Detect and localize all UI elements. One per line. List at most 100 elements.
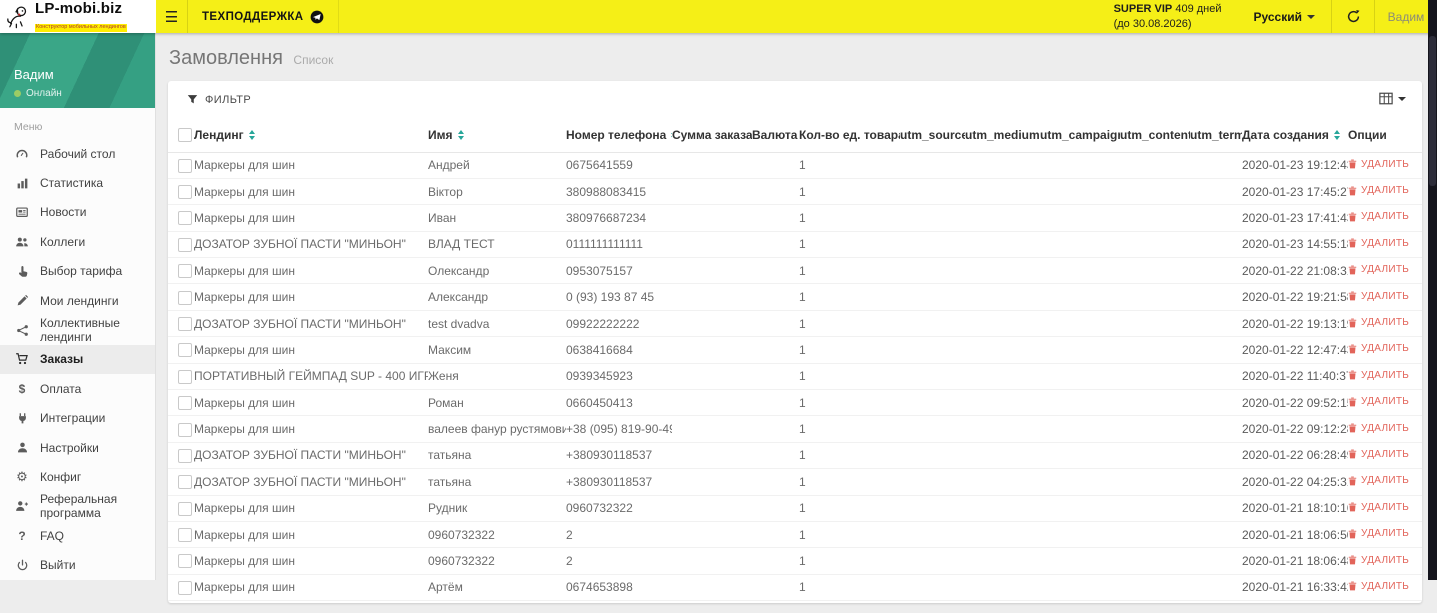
sidebar-item-news[interactable]: Новости xyxy=(0,198,155,227)
row-checkbox[interactable] xyxy=(178,316,192,331)
delete-button[interactable]: УДАЛИТЬ xyxy=(1348,291,1409,302)
row-checkbox[interactable] xyxy=(178,264,192,279)
sidebar: Вадим Онлайн Меню Рабочий стол Статистик… xyxy=(0,33,156,580)
column-header-name[interactable]: Имя xyxy=(428,118,566,153)
row-checkbox[interactable] xyxy=(178,185,192,199)
delete-button-label: УДАЛИТЬ xyxy=(1361,185,1410,197)
support-button[interactable]: ТЕХПОДДЕРЖКА xyxy=(188,0,339,33)
scrollbar-thumb[interactable] xyxy=(1429,36,1436,186)
sidebar-item-tariff[interactable]: Выбор тарифа xyxy=(0,257,155,286)
row-checkbox[interactable] xyxy=(178,528,192,543)
row-checkbox[interactable] xyxy=(178,290,192,305)
cell-created: 2020-01-22 09:52:15 xyxy=(1242,395,1348,410)
row-checkbox[interactable] xyxy=(178,580,192,595)
sidebar-item-collective-landings[interactable]: Коллективные лендинги xyxy=(0,315,155,344)
sidebar-item-my-landings[interactable]: Мои лендинги xyxy=(0,286,155,315)
chevron-down-icon xyxy=(1398,96,1406,101)
refresh-button[interactable] xyxy=(1331,0,1375,33)
delete-button[interactable]: УДАЛИТЬ xyxy=(1348,264,1409,275)
delete-button[interactable]: УДАЛИТЬ xyxy=(1348,423,1409,434)
trash-icon xyxy=(1348,238,1357,248)
column-header-created[interactable]: Дата создания xyxy=(1242,118,1348,153)
table-row: ДОЗАТОР ЗУБНОЇ ПАСТИ "МИНЬОН" татьяна +3… xyxy=(168,442,1422,470)
row-checkbox[interactable] xyxy=(178,343,192,358)
delete-button[interactable]: УДАЛИТЬ xyxy=(1348,317,1409,328)
table-row: Маркеры для шин Олександр 0953075157 1 2… xyxy=(168,257,1422,285)
delete-button[interactable]: УДАЛИТЬ xyxy=(1348,475,1409,486)
select-all-checkbox[interactable] xyxy=(178,128,192,143)
sidebar-item-faq[interactable]: ? FAQ xyxy=(0,521,155,550)
delete-button[interactable]: УДАЛИТЬ xyxy=(1348,343,1409,354)
row-checkbox[interactable] xyxy=(178,158,192,173)
delete-button-label: УДАЛИТЬ xyxy=(1361,343,1410,355)
row-checkbox[interactable] xyxy=(178,448,192,463)
share-icon xyxy=(14,324,30,337)
delete-button[interactable]: УДАЛИТЬ xyxy=(1348,238,1409,249)
sidebar-item-label: Рабочий стол xyxy=(40,146,116,161)
plan-until: (до 30.08.2026) xyxy=(1113,17,1192,30)
cell-quantity: 1 xyxy=(799,422,806,437)
cell-name: Роман xyxy=(428,395,464,410)
language-dropdown[interactable]: Русский xyxy=(1238,0,1332,33)
logo[interactable]: LP-mobi.biz Конструктор мобильных лендин… xyxy=(0,0,156,33)
delete-button[interactable]: УДАЛИТЬ xyxy=(1348,185,1409,196)
delete-button[interactable]: УДАЛИТЬ xyxy=(1348,528,1409,539)
hamburger-menu-button[interactable]: ☰ xyxy=(156,0,188,33)
cell-landing: Маркеры для шин xyxy=(194,501,295,516)
cell-landing: Маркеры для шин xyxy=(194,422,295,437)
delete-button[interactable]: УДАЛИТЬ xyxy=(1348,370,1409,381)
cell-name: 0960732322 xyxy=(428,554,495,569)
row-checkbox[interactable] xyxy=(178,237,192,252)
cell-phone: 380976687234 xyxy=(566,210,647,225)
cell-landing: ПОРТАТИВНЫЙ ГЕЙМПАД SUP - 400 ИГР В 1 xyxy=(194,369,428,384)
sidebar-item-label: Коллективные лендинги xyxy=(40,316,120,345)
delete-button[interactable]: УДАЛИТЬ xyxy=(1348,159,1409,170)
user-menu-button[interactable]: Вадим xyxy=(1375,0,1437,33)
profile-status-label: Онлайн xyxy=(26,88,62,99)
delete-button[interactable]: УДАЛИТЬ xyxy=(1348,502,1409,513)
cell-created: 2020-01-21 18:10:16 xyxy=(1242,501,1348,516)
cell-created: 2020-01-23 14:55:18 xyxy=(1242,237,1348,252)
cell-quantity: 1 xyxy=(799,342,806,357)
delete-button[interactable]: УДАЛИТЬ xyxy=(1348,555,1409,566)
row-checkbox[interactable] xyxy=(178,422,192,437)
sidebar-item-orders[interactable]: Заказы xyxy=(0,344,155,375)
delete-button[interactable]: УДАЛИТЬ xyxy=(1348,211,1409,222)
cell-landing: Маркеры для шин xyxy=(194,554,295,569)
delete-button[interactable]: УДАЛИТЬ xyxy=(1348,396,1409,407)
sidebar-item-dashboard[interactable]: Рабочий стол xyxy=(0,139,155,168)
delete-button[interactable]: УДАЛИТЬ xyxy=(1348,581,1409,592)
cell-created: 2020-01-21 18:06:48 xyxy=(1242,554,1348,569)
row-checkbox[interactable] xyxy=(178,501,192,516)
sidebar-item-statistics[interactable]: Статистика xyxy=(0,168,155,197)
sidebar-item-referral[interactable]: Реферальная программа xyxy=(0,492,155,521)
row-checkbox[interactable] xyxy=(178,396,192,411)
plan-name: SUPER VIP xyxy=(1113,3,1173,16)
row-checkbox[interactable] xyxy=(178,475,192,490)
sidebar-item-payment[interactable]: $ Оплата xyxy=(0,374,155,403)
column-header-landing[interactable]: Лендинг xyxy=(194,118,428,153)
cell-phone: 0638416684 xyxy=(566,342,633,357)
sidebar-item-integrations[interactable]: Интеграции xyxy=(0,404,155,433)
sidebar-item-logout[interactable]: Выйти xyxy=(0,550,155,579)
columns-toggle-button[interactable] xyxy=(1379,92,1406,105)
column-header-currency: Валюта xyxy=(752,118,799,153)
cell-landing: ДОЗАТОР ЗУБНОЇ ПАСТИ "МИНЬОН" xyxy=(194,448,406,463)
cell-name: Александр xyxy=(428,290,489,305)
column-header-phone[interactable]: Номер телефона xyxy=(566,118,672,153)
sidebar-item-config[interactable]: ⚙ Конфиг xyxy=(0,462,155,491)
sidebar-item-settings[interactable]: Настройки xyxy=(0,433,155,462)
topbar: LP-mobi.biz Конструктор мобильных лендин… xyxy=(0,0,1437,33)
column-header-quantity: Кол-во ед. товара xyxy=(799,118,900,153)
cell-name: Олександр xyxy=(428,263,490,278)
row-checkbox[interactable] xyxy=(178,211,192,226)
row-checkbox[interactable] xyxy=(178,554,192,569)
row-checkbox[interactable] xyxy=(178,369,192,384)
cell-quantity: 1 xyxy=(799,527,806,542)
trash-icon xyxy=(1348,370,1357,380)
vertical-scrollbar[interactable] xyxy=(1428,0,1437,580)
filter-button[interactable]: ФИЛЬТР xyxy=(168,81,1422,118)
sidebar-item-colleagues[interactable]: Коллеги xyxy=(0,227,155,256)
delete-button[interactable]: УДАЛИТЬ xyxy=(1348,449,1409,460)
cell-landing: Маркеры для шин xyxy=(194,527,295,542)
